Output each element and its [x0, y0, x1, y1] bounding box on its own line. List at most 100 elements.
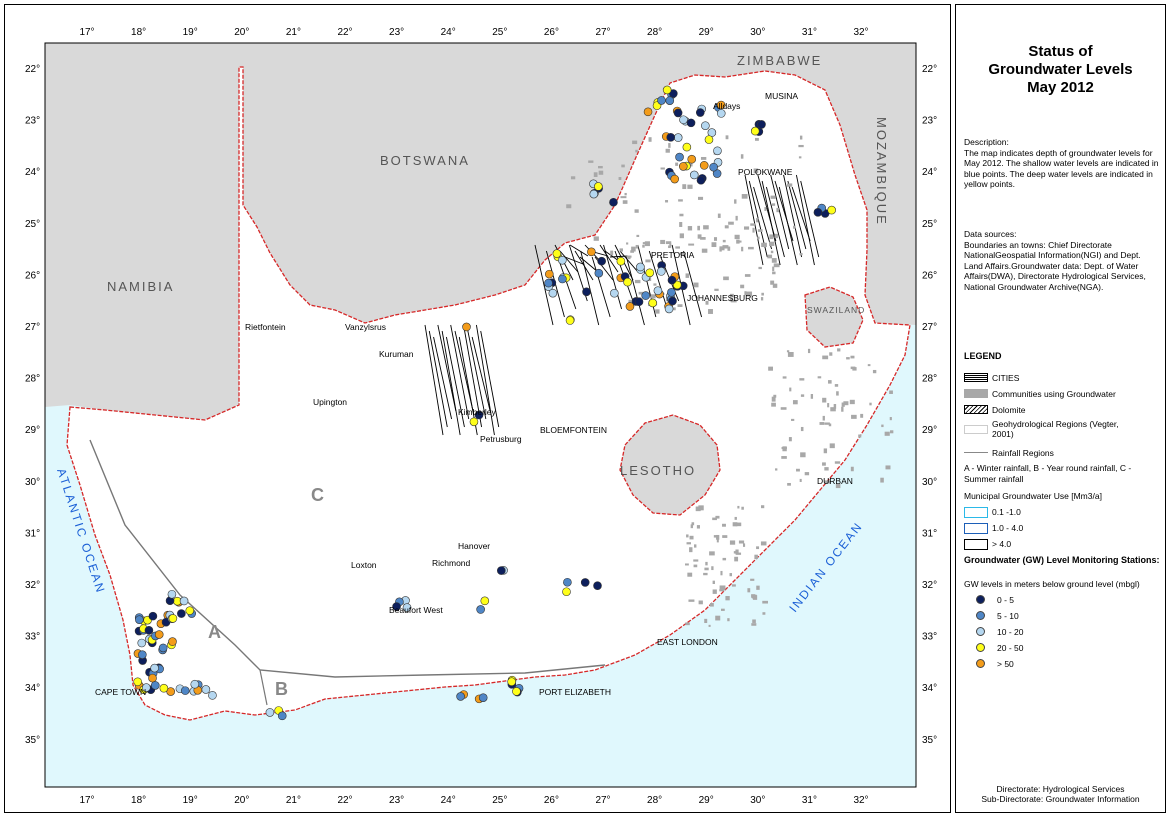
monitoring-station-point[interactable] — [190, 679, 200, 689]
monitoring-station-point[interactable] — [456, 692, 465, 701]
monitoring-station-point[interactable] — [148, 611, 158, 621]
monitoring-station-point[interactable] — [610, 288, 619, 298]
monitoring-station-point[interactable] — [512, 687, 521, 696]
monitoring-station-point[interactable] — [135, 615, 144, 624]
monitoring-station-point[interactable] — [716, 109, 726, 118]
monitoring-station-point[interactable] — [701, 121, 710, 130]
monitoring-station-point[interactable] — [657, 96, 666, 105]
monitoring-station-point[interactable] — [623, 277, 632, 287]
monitoring-station-point[interactable] — [144, 626, 154, 635]
monitoring-station-point[interactable] — [563, 577, 572, 587]
monitoring-station-point[interactable] — [392, 602, 401, 611]
monitoring-station-point[interactable] — [133, 677, 142, 687]
monitoring-station-point[interactable] — [665, 96, 675, 105]
monitoring-station-point[interactable] — [168, 614, 178, 623]
monitoring-station-point[interactable] — [679, 115, 688, 125]
monitoring-station-point[interactable] — [177, 609, 186, 618]
monitoring-station-point[interactable] — [667, 288, 676, 297]
monitoring-station-point[interactable] — [713, 146, 722, 156]
map-canvas[interactable]: 17° 17° 18° 18° 19° 19° 20° 20° 21° 21° 22° 22° 23° 2… — [5, 5, 950, 812]
monitoring-station-point[interactable] — [625, 302, 635, 311]
monitoring-station-point[interactable] — [480, 596, 490, 606]
monitoring-station-point[interactable] — [582, 287, 591, 297]
monitoring-station-point[interactable] — [562, 587, 571, 597]
monitoring-station-point[interactable] — [636, 262, 645, 272]
monitoring-station-point[interactable] — [558, 255, 567, 265]
monitoring-station-point[interactable] — [544, 278, 553, 288]
monitoring-station-point[interactable] — [757, 120, 766, 129]
monitoring-station-point[interactable] — [634, 297, 644, 307]
monitoring-station-point[interactable] — [138, 650, 147, 659]
monitoring-station-point[interactable] — [142, 683, 151, 692]
monitoring-station-point[interactable] — [827, 205, 836, 215]
monitoring-station-point[interactable] — [696, 175, 706, 185]
monitoring-station-point[interactable] — [166, 687, 175, 696]
monitoring-station-point[interactable] — [609, 197, 618, 207]
monitoring-station-point[interactable] — [682, 142, 692, 152]
monitoring-station-point[interactable] — [668, 296, 677, 306]
monitoring-station-point[interactable] — [150, 681, 160, 690]
monitoring-station-point[interactable] — [150, 663, 159, 673]
monitoring-station-point[interactable] — [589, 189, 599, 199]
monitoring-station-point[interactable] — [664, 304, 674, 314]
monitoring-station-point[interactable] — [656, 267, 666, 276]
monitoring-station-point[interactable] — [687, 154, 697, 164]
monitoring-station-point[interactable] — [666, 133, 676, 142]
monitoring-station-point[interactable] — [641, 291, 650, 300]
monitoring-station-point[interactable] — [552, 249, 562, 258]
monitoring-station-point[interactable] — [670, 174, 680, 184]
monitoring-station-point[interactable] — [616, 256, 626, 266]
monitoring-station-point[interactable] — [813, 208, 823, 217]
monitoring-station-point[interactable] — [180, 686, 190, 695]
monitoring-station-point[interactable] — [148, 673, 157, 683]
monitoring-station-point[interactable] — [159, 683, 169, 693]
monitoring-station-point[interactable] — [678, 162, 688, 171]
monitoring-station-point[interactable] — [662, 85, 672, 95]
monitoring-station-point[interactable] — [478, 693, 488, 702]
monitoring-station-point[interactable] — [476, 605, 485, 614]
monitoring-station-point[interactable] — [154, 630, 164, 639]
monitoring-station-point[interactable] — [474, 410, 484, 420]
monitoring-station-point[interactable] — [594, 182, 603, 191]
monitoring-station-point[interactable] — [593, 581, 602, 590]
monitoring-station-point[interactable] — [469, 417, 479, 427]
monitoring-station-point[interactable] — [565, 316, 575, 325]
monitoring-station-point[interactable] — [402, 603, 412, 612]
monitoring-station-point[interactable] — [750, 126, 760, 136]
monitoring-station-point[interactable] — [265, 708, 275, 717]
monitoring-station-point[interactable] — [462, 322, 471, 332]
monitoring-station-point[interactable] — [179, 596, 189, 606]
monitoring-station-point[interactable] — [594, 268, 604, 278]
monitoring-station-point[interactable] — [648, 298, 658, 308]
monitoring-station-point[interactable] — [597, 256, 606, 266]
monitoring-station-point[interactable] — [167, 589, 177, 599]
monitoring-station-point[interactable] — [667, 275, 677, 285]
monitoring-station-point[interactable] — [686, 118, 696, 128]
monitoring-station-point[interactable] — [699, 161, 709, 170]
monitoring-station-point[interactable] — [695, 108, 705, 117]
monitoring-station-point[interactable] — [497, 566, 506, 575]
monitoring-station-point[interactable] — [645, 268, 655, 278]
monitoring-station-point[interactable] — [558, 274, 567, 284]
monitoring-station-point[interactable] — [587, 247, 596, 257]
monitoring-station-point[interactable] — [673, 133, 683, 142]
monitoring-station-point[interactable] — [277, 711, 287, 721]
monitoring-station-point[interactable] — [201, 685, 211, 694]
monitoring-station-point[interactable] — [548, 288, 558, 298]
monitoring-station-point[interactable] — [208, 691, 217, 700]
monitoring-station-point[interactable] — [653, 286, 663, 296]
monitoring-station-point[interactable] — [158, 643, 168, 653]
monitoring-station-point[interactable] — [137, 638, 147, 648]
monitoring-station-point[interactable] — [185, 606, 195, 615]
monitoring-station-point[interactable] — [716, 100, 726, 110]
monitoring-station-point[interactable] — [507, 677, 516, 687]
monitoring-station-point[interactable] — [545, 269, 554, 279]
monitoring-station-point[interactable] — [673, 108, 683, 118]
monitoring-station-point[interactable] — [704, 135, 714, 144]
monitoring-station-point[interactable] — [675, 152, 684, 162]
monitoring-station-point[interactable] — [580, 578, 590, 587]
monitoring-station-point[interactable] — [168, 637, 177, 646]
monitoring-station-point[interactable] — [709, 162, 718, 172]
monitoring-station-point[interactable] — [643, 107, 653, 117]
monitoring-station-point[interactable] — [689, 170, 699, 180]
